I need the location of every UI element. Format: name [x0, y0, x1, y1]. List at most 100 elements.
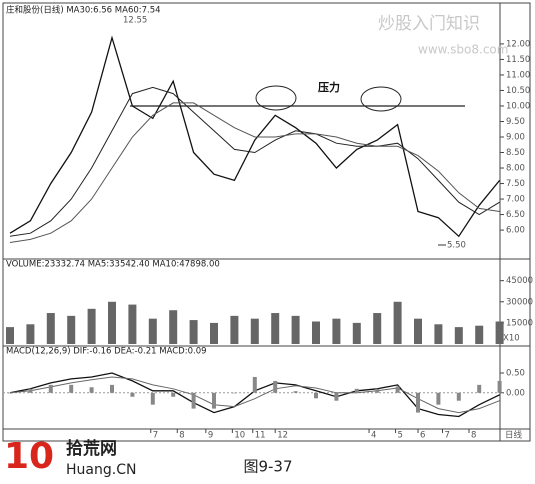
volume-bar	[475, 325, 484, 344]
macd-bar	[150, 392, 155, 405]
y-tick-label: 7.00	[506, 195, 525, 205]
volume-bar	[312, 321, 320, 344]
volume-bar	[169, 310, 178, 344]
logo-domain: Huang.CN	[66, 462, 136, 478]
volume-bar	[46, 313, 55, 344]
volume-bar	[414, 318, 422, 344]
high-annotation: 12.55	[123, 16, 147, 26]
y-tick-label: 6.50	[506, 210, 525, 220]
macd-bar	[456, 392, 461, 401]
watermark-title: 炒股入门知识	[378, 14, 480, 34]
macd-bar	[8, 392, 12, 394]
y-tick-label: 9.00	[506, 133, 525, 143]
y-tick-label: 15000	[506, 318, 533, 328]
volume-bar	[189, 320, 198, 344]
chart-frame	[2, 2, 531, 442]
y-tick-label: 6.00	[506, 226, 525, 236]
volume-bar	[6, 327, 14, 344]
y-tick-label: 8.50	[506, 148, 525, 158]
macd-bar	[354, 388, 359, 393]
macd-header: MACD(12,26,9) DIF:-0.16 DEA:-0.21 MACD:0…	[6, 347, 207, 357]
macd-bar	[232, 392, 237, 394]
macd-bar	[334, 392, 339, 401]
price-line	[9, 35, 501, 238]
y-tick-label: 0.50	[506, 369, 525, 379]
y-tick-label: 0.00	[506, 388, 525, 398]
price-header: 庄和股份(日线) MA30:6.56 MA60:7.54	[6, 5, 161, 16]
highlight-ellipse	[255, 85, 297, 111]
resistance-label: 压力	[318, 80, 340, 94]
macd-bar	[110, 384, 114, 393]
volume-bar	[26, 324, 35, 344]
volume-bar	[291, 315, 300, 344]
macd-bar	[130, 392, 135, 397]
x-tick-label: 8	[471, 431, 476, 441]
y-tick-label: 30000	[506, 297, 533, 307]
highlight-ellipse	[360, 86, 402, 112]
volume-bar	[128, 304, 137, 344]
x-tick-label: 7	[153, 431, 158, 441]
macd-bar	[375, 388, 380, 393]
x-tick-label: 4	[371, 431, 376, 441]
macd-bar	[314, 392, 318, 399]
macd-bar	[293, 391, 298, 393]
x-tick-label: 8	[179, 431, 184, 441]
macd-bar	[171, 392, 176, 397]
y-tick-label: 11.00	[506, 70, 530, 80]
macd-bar	[28, 388, 33, 393]
logo-number: 10	[4, 436, 54, 477]
x-tick-label: 11	[255, 431, 266, 441]
macd-bar	[273, 380, 278, 393]
watermark-url: www.sbo8.com	[418, 43, 508, 57]
volume-bar	[332, 318, 341, 344]
indicator-line	[9, 86, 500, 237]
low-annotation: 5.50	[447, 241, 466, 251]
volume-bar	[495, 321, 504, 344]
volume-bar	[271, 313, 280, 344]
x-tick-label: 10	[234, 431, 245, 441]
y-tick-label: 9.50	[506, 117, 525, 127]
y-tick-label: 45000	[506, 276, 533, 286]
y-tick-label: 8.00	[506, 164, 525, 174]
y-tick-label: 10.50	[506, 86, 530, 96]
volume-bar	[250, 318, 259, 344]
macd-bar	[252, 376, 257, 393]
volume-bar	[87, 308, 96, 344]
x-tick-label: 12	[277, 431, 288, 441]
y-tick-label: 12.00	[506, 39, 530, 49]
indicator-line	[9, 102, 500, 243]
macd-bar	[191, 392, 196, 409]
volume-bar	[434, 324, 443, 344]
logo-name: 拾荒网	[66, 438, 117, 459]
macd-bar	[395, 386, 400, 393]
volume-bar	[67, 315, 76, 344]
y-tick-label: 7.50	[506, 179, 525, 189]
volume-header: VOLUME:23332.74 MA5:33542.40 MA10:47898.…	[6, 260, 220, 270]
volume-bar	[108, 301, 116, 344]
y-tick-label: 11.50	[506, 55, 530, 65]
macd-bar	[477, 384, 482, 393]
macd-bar	[416, 392, 420, 413]
volume-bar	[210, 322, 218, 344]
x-tick-label: 9	[208, 431, 213, 441]
period-label: 日线	[505, 430, 523, 441]
macd-bar	[497, 380, 502, 393]
volume-bar	[230, 315, 239, 344]
y-tick-label: 10.00	[506, 101, 530, 111]
volume-unit: X10	[503, 334, 520, 344]
macd-bar	[69, 384, 74, 393]
volume-bar	[454, 327, 463, 344]
volume-bar	[393, 301, 402, 344]
volume-bar	[352, 322, 361, 344]
macd-bar	[436, 392, 441, 405]
macd-bar	[212, 392, 216, 409]
x-tick-label: 5	[398, 431, 403, 441]
x-tick-label: 6	[420, 431, 425, 441]
volume-bar	[148, 318, 157, 344]
macd-bar	[89, 387, 94, 393]
figure-caption: 图9-37	[243, 458, 292, 476]
volume-bar	[373, 313, 382, 344]
macd-bar	[48, 384, 53, 393]
x-tick-label: 7	[444, 431, 449, 441]
